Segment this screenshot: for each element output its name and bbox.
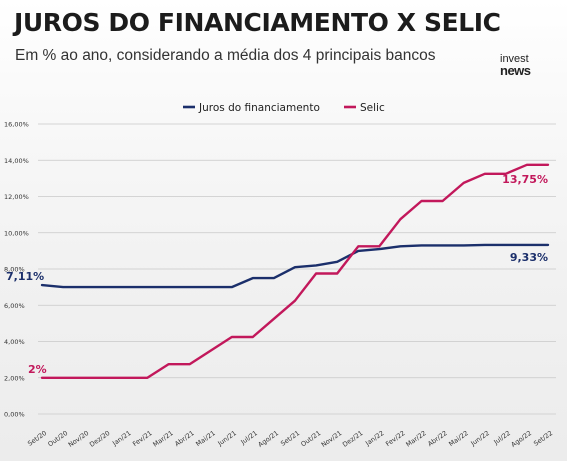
x-tick-label: Nov/21 bbox=[320, 429, 344, 449]
legend-label-selic: Selic bbox=[360, 102, 385, 114]
y-tick-label: 12,00% bbox=[4, 193, 29, 201]
x-tick-label: Jan/22 bbox=[363, 429, 385, 448]
x-tick-label: Ago/21 bbox=[257, 429, 280, 449]
x-tick-label: Jun/22 bbox=[469, 429, 491, 448]
x-tick-label: Abr/21 bbox=[173, 429, 195, 448]
y-tick-label: 8,00% bbox=[4, 266, 25, 274]
y-tick-label: 6,00% bbox=[4, 302, 25, 310]
series-line bbox=[40, 243, 550, 289]
series-lines bbox=[40, 163, 550, 379]
legend-label-financiamento: Juros do financiamento bbox=[198, 102, 320, 114]
y-tick-label: 0,00% bbox=[4, 411, 25, 419]
x-tick-label: Set/22 bbox=[532, 429, 554, 448]
y-tick-label: 16,00% bbox=[4, 121, 29, 129]
x-tick-label: Fev/22 bbox=[384, 429, 406, 448]
x-tick-label: Out/20 bbox=[46, 429, 69, 448]
data-label-financiamento-end: 9,33% bbox=[510, 251, 548, 264]
x-tick-label: Set/20 bbox=[26, 429, 48, 448]
x-tick-label: Abr/22 bbox=[426, 429, 448, 448]
grid-lines bbox=[38, 123, 556, 415]
data-label-financiamento-start: 7,11% bbox=[6, 270, 44, 283]
x-tick-label: Dez/21 bbox=[341, 429, 364, 449]
x-tick-label: Nov/20 bbox=[67, 429, 91, 449]
page-title: JUROS DO FINANCIAMENTO X SELIC bbox=[14, 8, 501, 37]
legend: Juros do financiamento Selic bbox=[183, 102, 385, 114]
logo-text-top: invest bbox=[500, 53, 529, 65]
x-tick-label: Jun/21 bbox=[216, 429, 238, 448]
y-tick-label: 10,00% bbox=[4, 229, 29, 237]
y-axis-tick-labels: 0,00% 2,00% 4,00% 6,00% 8,00% 10,00% 12,00% 14,… bbox=[4, 121, 29, 419]
x-tick-label: Fev/21 bbox=[131, 429, 153, 448]
data-labels: 7,11% 9,33% 2% 13,75% bbox=[6, 173, 548, 376]
logo-text-bottom: news bbox=[500, 63, 531, 78]
y-tick-label: 2,00% bbox=[4, 374, 25, 382]
x-tick-label: Mai/21 bbox=[194, 429, 216, 448]
y-tick-label: 14,00% bbox=[4, 157, 29, 165]
x-tick-label: Mar/22 bbox=[404, 429, 427, 449]
data-label-selic-start: 2% bbox=[28, 363, 47, 376]
y-tick-label: 4,00% bbox=[4, 338, 25, 346]
data-label-selic-end: 13,75% bbox=[502, 173, 548, 186]
x-tick-label: Jul/21 bbox=[239, 429, 259, 447]
x-tick-label: Set/21 bbox=[279, 429, 301, 448]
x-tick-label: Jan/21 bbox=[110, 429, 132, 448]
x-tick-label: Jul/22 bbox=[492, 429, 512, 447]
page-subtitle: Em % ao ano, considerando a média dos 4 … bbox=[15, 47, 436, 64]
x-tick-label: Out/21 bbox=[299, 429, 322, 448]
x-tick-label: Mai/22 bbox=[447, 429, 469, 448]
x-tick-label: Mar/21 bbox=[151, 429, 174, 449]
series-line bbox=[40, 163, 550, 379]
investnews-logo: invest news bbox=[500, 53, 560, 78]
x-tick-label: Dez/20 bbox=[88, 429, 111, 449]
x-tick-label: Ago/22 bbox=[510, 429, 533, 449]
